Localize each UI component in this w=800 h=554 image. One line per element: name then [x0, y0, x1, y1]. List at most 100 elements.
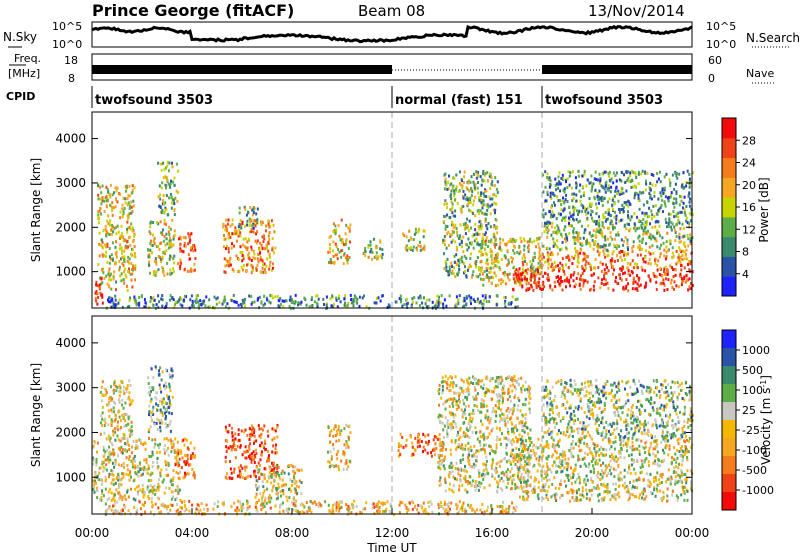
- data-cell-4: [187, 242, 190, 246]
- data-cell-12: [526, 277, 528, 281]
- data-cell-16: [108, 296, 111, 300]
- data-cell-15: [552, 215, 555, 218]
- data-cell-13: [681, 254, 684, 257]
- data-cell-15: [667, 222, 670, 225]
- data-cell-0: [141, 487, 144, 491]
- data-cell-0: [156, 496, 159, 500]
- data-cell-15: [557, 175, 560, 179]
- data-cell-1: [112, 400, 115, 404]
- data-cell-15: [607, 172, 610, 176]
- data-cell-13: [561, 263, 564, 267]
- data-cell-16: [232, 293, 235, 297]
- data-cell-12: [606, 281, 609, 285]
- data-cell-16: [297, 303, 299, 307]
- data-cell-0: [101, 281, 104, 285]
- data-cell-4: [263, 473, 266, 477]
- data-cell-12: [544, 271, 546, 275]
- data-cell-8: [496, 385, 499, 389]
- data-cell-0: [129, 472, 132, 476]
- data-cell-3: [162, 199, 165, 202]
- data-cell-2: [152, 233, 154, 237]
- data-cell-6: [256, 207, 259, 211]
- data-cell-0: [165, 463, 167, 467]
- data-cell-0: [118, 259, 121, 263]
- data-cell-12: [557, 275, 560, 279]
- data-cell-8: [446, 432, 449, 436]
- data-cell-5: [279, 490, 282, 494]
- data-cell-13: [584, 257, 587, 261]
- data-cell-5: [269, 224, 272, 228]
- data-cell-16: [350, 301, 353, 305]
- data-cell-14: [679, 248, 682, 252]
- data-cell-14: [595, 230, 598, 234]
- data-cell-16: [338, 294, 341, 298]
- data-cell-10: [444, 227, 447, 231]
- data-cell-5: [260, 243, 263, 247]
- data-cell-12: [687, 288, 690, 292]
- data-cell-13: [647, 250, 650, 254]
- data-cell-10: [458, 260, 461, 264]
- data-cell-15: [560, 177, 563, 180]
- data-cell-10: [465, 256, 468, 260]
- data-cell-4: [243, 450, 246, 454]
- data-cell-8: [438, 479, 441, 483]
- data-cell-13: [669, 264, 672, 268]
- data-cell-1: [113, 410, 116, 414]
- data-cell-0: [135, 446, 138, 450]
- data-cell-2: [171, 374, 174, 378]
- data-cell-8: [498, 406, 500, 410]
- data-cell-16: [335, 298, 338, 302]
- data-cell-14: [579, 242, 582, 246]
- data-cell-3: [184, 462, 187, 466]
- data-cell-10: [470, 187, 473, 190]
- data-cell-12: [568, 280, 571, 284]
- data-cell-12: [518, 283, 521, 287]
- data-cell-3: [171, 165, 174, 169]
- data-cell-0: [121, 495, 124, 499]
- data-cell-5: [249, 220, 251, 224]
- data-cell-9: [410, 246, 413, 250]
- data-cell-16: [171, 296, 174, 300]
- data-cell-15: [628, 179, 631, 183]
- data-cell-14: [663, 248, 666, 252]
- data-cell-0: [119, 192, 122, 196]
- data-cell-2: [169, 227, 172, 231]
- data-cell-8: [446, 429, 448, 433]
- data-cell-16: [347, 301, 350, 305]
- data-cell-0: [132, 204, 135, 208]
- data-cell-5: [270, 268, 273, 272]
- data-cell-12: [623, 271, 626, 275]
- data-cell-0: [113, 270, 116, 274]
- data-cell-13: [665, 250, 668, 254]
- data-cell-0: [106, 188, 109, 192]
- y-tick-label: 4000: [55, 132, 86, 146]
- data-cell-8: [513, 473, 516, 477]
- data-cell-0: [97, 215, 100, 219]
- data-cell-15: [664, 202, 666, 206]
- data-cell-0: [175, 497, 178, 500]
- data-cell-11: [512, 257, 514, 261]
- y-tick-label: 3000: [55, 176, 86, 190]
- data-cell-7: [399, 432, 402, 436]
- data-cell-0: [119, 210, 122, 214]
- data-cell-10: [491, 197, 494, 201]
- data-cell-16: [484, 294, 487, 297]
- data-cell-14: [597, 244, 600, 248]
- data-cell-15: [569, 171, 572, 175]
- data-cell-10: [445, 269, 448, 273]
- data-cell-15: [549, 215, 552, 219]
- data-cell-0: [106, 498, 109, 502]
- data-cell-10: [453, 266, 455, 270]
- data-cell-8: [437, 415, 440, 419]
- data-cell-10: [481, 179, 484, 183]
- data-cell-10: [459, 182, 461, 185]
- y-tick-label: 2000: [55, 220, 86, 234]
- data-cell-6: [343, 427, 346, 431]
- data-cell-5: [250, 229, 253, 233]
- data-cell-4: [275, 443, 277, 447]
- data-cell-8: [491, 462, 494, 466]
- data-cell-3: [169, 185, 172, 189]
- data-cell-0: [115, 240, 117, 244]
- data-cell-16: [126, 305, 129, 309]
- data-cell-10: [465, 197, 468, 201]
